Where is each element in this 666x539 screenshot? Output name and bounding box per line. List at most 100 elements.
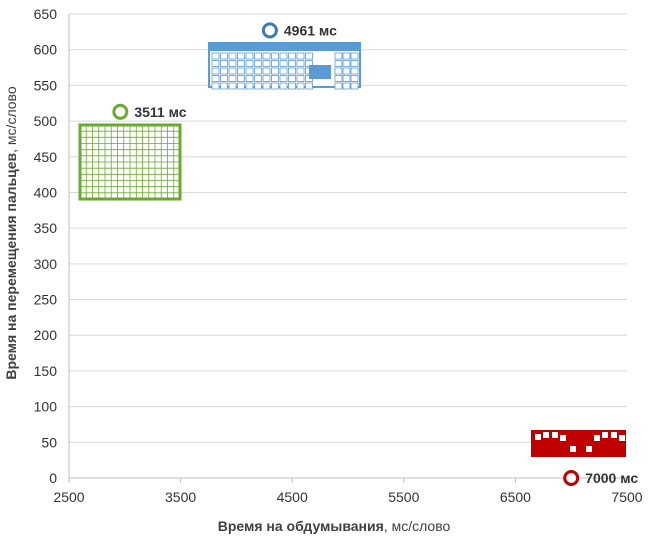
keyboard-numpad-key [334, 82, 343, 90]
x-axis-title: Время на обдумывания, мс/слово [218, 518, 451, 534]
y-tick-label: 0 [49, 470, 57, 486]
keyboard-key [254, 67, 262, 75]
keyboard-key [254, 60, 262, 67]
point-icons [78, 42, 626, 457]
keyboard-key [245, 67, 254, 75]
keyboard-key [288, 82, 296, 90]
keyboard-key [220, 52, 228, 60]
keyboard-icon [208, 42, 361, 90]
data-point [261, 22, 278, 39]
keyboard-key [220, 82, 228, 90]
data-point [563, 470, 580, 486]
keyboard-key [305, 52, 313, 60]
y-tick-label: 150 [34, 363, 58, 379]
keyboard-key [279, 67, 288, 75]
keyboard-numpad-key [350, 82, 359, 90]
keyboard-numpad-key [334, 52, 343, 60]
keyboard-key [288, 60, 296, 67]
keyboard-key [279, 52, 288, 60]
keyboard-top-bar [209, 43, 360, 51]
data-points: 4961 мс 3511 мс 7000 мс [112, 22, 638, 486]
compact-keyboard-key [602, 432, 608, 438]
keyboard-key [237, 75, 245, 82]
keyboard-key [262, 82, 271, 90]
keyboard-key [245, 75, 254, 82]
keyboard-key [288, 67, 296, 75]
keyboard-key [271, 52, 279, 60]
y-tick-label: 650 [34, 6, 58, 22]
keyboard-key [262, 67, 271, 75]
keyboard-key [271, 82, 279, 90]
grid-keypad-icon [78, 123, 182, 201]
x-tick-label: 2500 [53, 489, 84, 505]
keyboard-key [262, 52, 271, 60]
y-tick-label: 100 [34, 399, 58, 415]
keyboard-key [271, 67, 279, 75]
keyboard-key [228, 67, 237, 75]
keyboard-key [228, 52, 237, 60]
y-tick-label: 500 [34, 113, 58, 129]
data-label: 3511 мс [134, 104, 186, 120]
y-tick-label: 400 [34, 184, 58, 200]
keyboard-numpad-key [334, 60, 343, 67]
keyboard-key [211, 82, 220, 90]
data-label: 7000 мс [585, 470, 638, 486]
keyboard-key [271, 60, 279, 67]
keyboard-key [228, 82, 237, 90]
keyboard-key [296, 52, 305, 60]
keyboard-numpad-key [342, 67, 351, 75]
x-axis-title-main: Время на обдумывания [218, 518, 384, 534]
x-tick-label: 6500 [500, 489, 531, 505]
keyboard-key [254, 52, 262, 60]
keyboard-key [211, 67, 220, 75]
data-point [112, 103, 129, 120]
x-tick-label: 5500 [388, 489, 419, 505]
keyboard-key [228, 75, 237, 82]
x-tick-label: 4500 [277, 489, 308, 505]
y-tick-label: 350 [34, 220, 58, 236]
compact-keyboard-key [570, 446, 576, 452]
y-axis-title-main: Время на перемещения пальцев [3, 152, 19, 379]
gridlines [69, 13, 627, 443]
compact-keyboard-key [619, 435, 625, 441]
x-tick-labels: 2500 3500 4500 5500 6500 7500 [53, 489, 642, 505]
compact-keyboard-key [586, 446, 592, 452]
compact-keyboard-key [535, 434, 541, 440]
y-tick-label: 450 [34, 149, 58, 165]
keyboard-numpad-key [350, 67, 359, 75]
keyboard-key [254, 82, 262, 90]
keyboard-key [245, 82, 254, 90]
keyboard-key [279, 75, 288, 82]
axes [68, 14, 628, 483]
keyboard-arrow-block [309, 65, 331, 79]
keyboard-numpad-key [350, 75, 359, 82]
x-axis-title-unit: , мс/слово [384, 518, 451, 534]
y-axis-title: Время на перемещения пальцев, мс/слово [3, 86, 19, 379]
keyboard-numpad-key [350, 60, 359, 67]
compact-keyboard-key [560, 435, 566, 441]
y-axis-title-unit: , мс/слово [3, 86, 19, 153]
keyboard-key [296, 60, 305, 67]
y-tick-label: 300 [34, 256, 58, 272]
keyboard-key [296, 75, 305, 82]
compact-keyboard-key [552, 432, 558, 438]
keyboard-key [211, 75, 220, 82]
keyboard-key [262, 60, 271, 67]
keyboard-key [237, 60, 245, 67]
keyboard-numpad-key [334, 67, 343, 75]
keyboard-key [296, 82, 305, 90]
y-tick-labels: 0 50 100 150 200 250 300 350 400 450 500 550 600 650 [34, 6, 58, 486]
keyboard-key [220, 60, 228, 67]
keyboard-key [279, 60, 288, 67]
y-tick-label: 250 [34, 292, 58, 308]
keyboard-key [211, 52, 220, 60]
keyboard-numpad-key [342, 60, 351, 67]
keyboard-key [237, 52, 245, 60]
keyboard-key [211, 60, 220, 67]
keyboard-key [296, 67, 305, 75]
x-tick-label: 7500 [611, 489, 642, 505]
keyboard-key [271, 75, 279, 82]
keyboard-numpad-key [342, 82, 351, 90]
keyboard-key [262, 75, 271, 82]
